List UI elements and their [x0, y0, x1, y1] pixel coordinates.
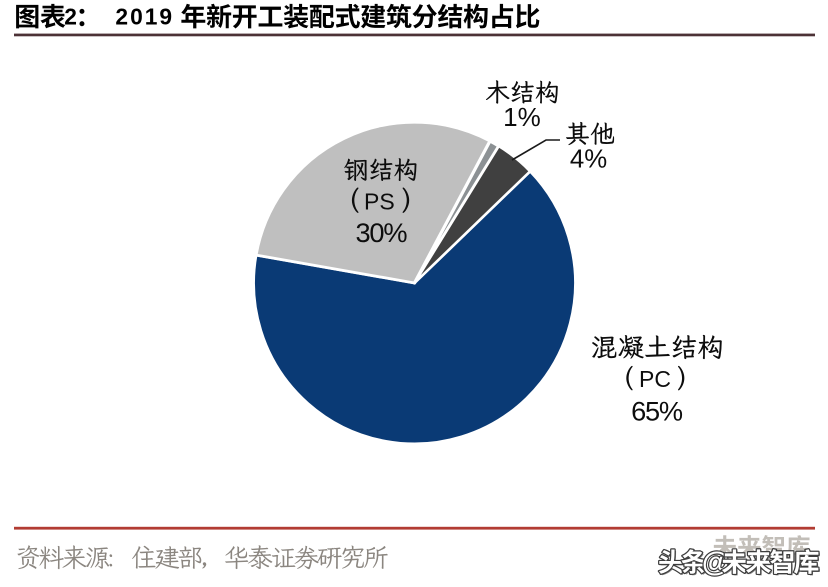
svg-text:2: 2: [64, 3, 77, 29]
svg-text:4%: 4%: [570, 146, 607, 174]
svg-text:2019: 2019: [115, 3, 174, 29]
svg-text:30%: 30%: [355, 217, 407, 248]
svg-text:PS: PS: [364, 188, 395, 214]
svg-text:PC: PC: [639, 366, 671, 392]
svg-text:1%: 1%: [503, 102, 541, 132]
svg-text:65%: 65%: [631, 395, 683, 426]
